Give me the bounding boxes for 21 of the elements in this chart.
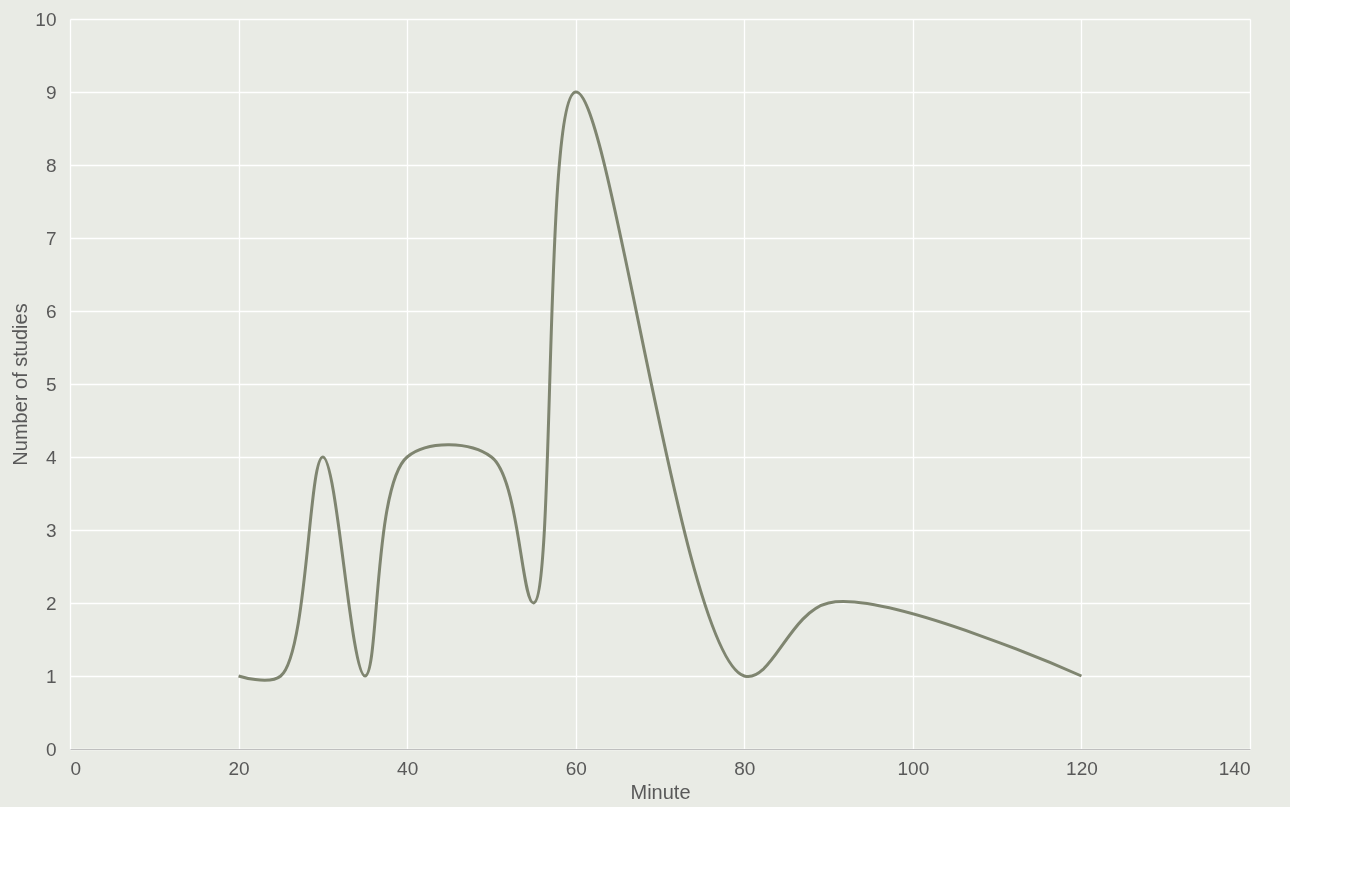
y-tick-label: 0 [45, 738, 57, 760]
y-tick-label: 6 [45, 300, 57, 322]
y-tick-label: 10 [35, 8, 57, 30]
y-tick-label: 7 [45, 227, 57, 249]
x-tick-label: 20 [228, 757, 250, 779]
y-tick-label: 9 [45, 81, 57, 103]
x-tick-label: 0 [70, 757, 82, 779]
x-tick-label: 120 [1066, 757, 1098, 779]
x-tick-label: 100 [897, 757, 930, 779]
x-tick-label: 60 [565, 757, 587, 779]
x-axis-title: Minute [630, 780, 691, 803]
x-tick-label: 140 [1218, 757, 1251, 779]
y-tick-label: 1 [45, 665, 57, 687]
x-tick-label: 80 [734, 757, 756, 779]
y-tick-label: 2 [45, 592, 57, 614]
y-axis-title: Number of studies [9, 303, 32, 466]
y-tick-label: 4 [45, 446, 57, 468]
y-tick-label: 3 [45, 519, 57, 541]
y-tick-label: 8 [45, 154, 57, 176]
x-tick-label: 40 [397, 757, 419, 779]
y-tick-label: 5 [45, 373, 57, 395]
